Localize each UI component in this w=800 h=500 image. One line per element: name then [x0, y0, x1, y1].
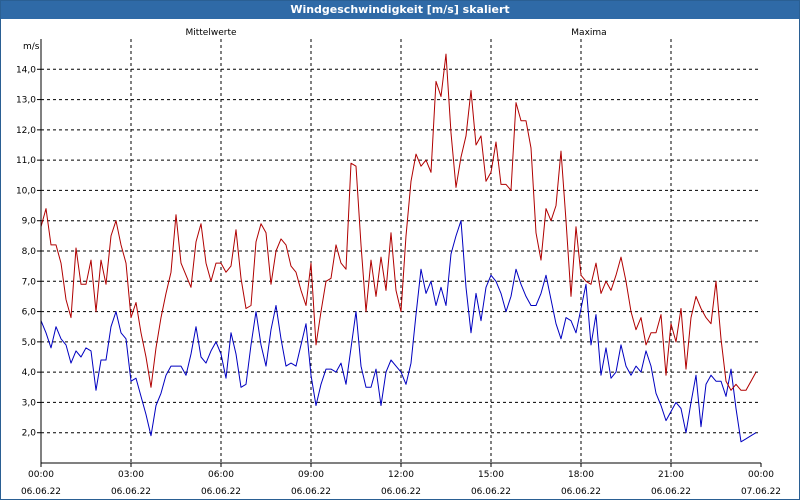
x-tick-date: 06.06.22 — [561, 487, 601, 497]
y-tick-label: 8,0 — [22, 247, 37, 257]
legend-mittelwerte: Mittelwerte — [185, 28, 236, 38]
x-tick-time: 12:00 — [388, 470, 414, 480]
x-tick-time: 21:00 — [658, 470, 684, 480]
y-tick-label: 6,0 — [22, 308, 37, 318]
x-tick-date: 07.06.22 — [741, 487, 781, 497]
x-tick-time: 00:00 — [748, 470, 774, 480]
series-line-maxima — [40, 53, 757, 391]
y-tick-label: 2,0 — [22, 429, 37, 439]
x-axis-ticks: 00:00 06.06.22 03:00 06.06.22 06:00 06.06.22 0… — [21, 463, 781, 497]
y-tick-label: 3,0 — [22, 398, 37, 408]
x-tick-time: 03:00 — [118, 470, 144, 480]
x-tick-date: 06.06.22 — [201, 487, 241, 497]
y-tick-label: 11,0 — [16, 156, 36, 166]
x-tick-date: 06.06.22 — [381, 487, 421, 497]
x-tick-date: 06.06.22 — [471, 487, 511, 497]
grid — [41, 39, 761, 463]
window-title: Windgeschwindigkeit [m/s] skaliert — [1, 1, 799, 19]
x-tick-time: 15:00 — [478, 470, 504, 480]
y-tick-label: 14,0 — [16, 65, 36, 75]
legend-maxima: Maxima — [571, 28, 606, 38]
x-tick-date: 06.06.22 — [291, 487, 331, 497]
x-tick-date: 06.06.22 — [111, 487, 151, 497]
x-tick-time: 06:00 — [208, 470, 234, 480]
x-tick-time: 09:00 — [298, 470, 324, 480]
y-tick-label: 9,0 — [22, 217, 37, 227]
x-tick-date: 06.06.22 — [21, 487, 61, 497]
y-tick-label: 12,0 — [16, 126, 36, 136]
x-tick-time: 18:00 — [568, 470, 594, 480]
y-tick-label: 13,0 — [16, 96, 36, 106]
x-tick-date: 06.06.22 — [651, 487, 691, 497]
y-axis-unit: m/s — [23, 42, 40, 52]
x-tick-time: 00:00 — [28, 470, 54, 480]
series-lines — [40, 53, 757, 443]
y-tick-label: 7,0 — [22, 277, 37, 287]
y-tick-label: 4,0 — [22, 368, 37, 378]
y-axis-ticks: 2,0 3,0 4,0 5,0 6,0 7,0 8,0 9,0 10,0 11,0 12,0 13,0… — [16, 65, 41, 439]
y-tick-label: 10,0 — [16, 186, 36, 196]
series-line-mittelwerte — [40, 220, 757, 443]
y-tick-label: 5,0 — [22, 338, 37, 348]
